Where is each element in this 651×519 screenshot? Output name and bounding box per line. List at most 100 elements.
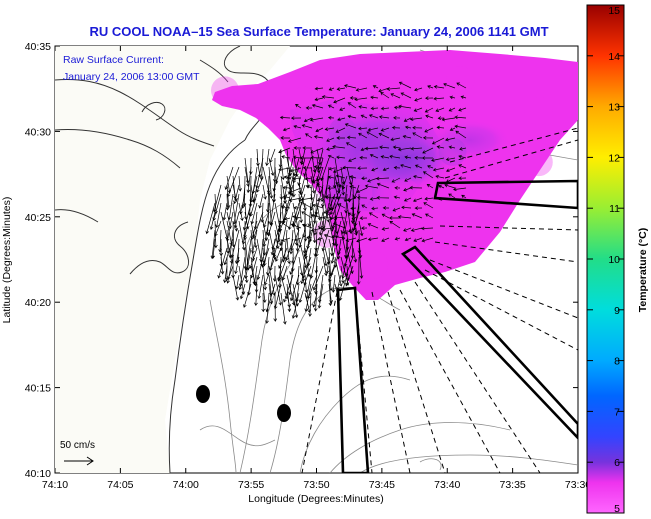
current-vector xyxy=(378,87,390,93)
current-vector xyxy=(205,202,216,235)
current-vector xyxy=(413,174,423,179)
current-vector xyxy=(335,127,346,133)
current-vector xyxy=(249,193,258,217)
current-vector xyxy=(308,292,312,317)
current-vector xyxy=(309,117,324,122)
current-vector xyxy=(424,213,434,219)
current-vector xyxy=(227,265,234,280)
colorbar-tick-label: 9 xyxy=(614,305,620,317)
current-vector xyxy=(388,216,400,220)
current-vector xyxy=(378,115,390,119)
colorbar-tick-label: 12 xyxy=(608,152,620,164)
sst-value-mark xyxy=(328,117,357,146)
current-vector xyxy=(278,247,288,269)
current-vector xyxy=(328,265,336,283)
current-vector xyxy=(239,283,246,300)
current-vector xyxy=(290,116,302,120)
current-vector xyxy=(371,206,379,211)
current-vector xyxy=(232,274,240,301)
current-vector xyxy=(414,155,423,160)
current-vector xyxy=(281,193,288,209)
current-vector xyxy=(313,220,318,236)
current-vector xyxy=(413,237,423,242)
current-vector xyxy=(251,229,258,254)
current-vector xyxy=(421,226,434,231)
current-vector xyxy=(380,106,390,111)
current-vector xyxy=(431,157,445,162)
current-vector xyxy=(317,283,324,309)
current-vector xyxy=(262,265,268,291)
current-vector xyxy=(280,157,285,181)
current-vector xyxy=(459,147,467,151)
current-vector xyxy=(285,238,294,261)
current-vector xyxy=(413,107,423,112)
current-vector xyxy=(211,238,216,259)
current-vector xyxy=(381,227,390,231)
current-vector xyxy=(404,125,412,130)
current-vector xyxy=(320,157,330,182)
current-vector xyxy=(356,187,368,194)
current-vector xyxy=(311,166,318,184)
current-vector xyxy=(346,135,357,140)
current-vector xyxy=(461,194,467,199)
current-vector xyxy=(369,197,379,201)
x-axis: 74:10 74:05 74:00 73:55 73:50 73:45 73:40 73:35… xyxy=(42,46,591,491)
current-vector xyxy=(242,283,252,308)
current-vector xyxy=(334,184,340,200)
current-vector xyxy=(271,220,282,251)
current-vector xyxy=(322,238,331,265)
current-vector xyxy=(359,155,368,160)
current-vector xyxy=(394,236,401,241)
current-vector xyxy=(232,193,240,225)
current-vector xyxy=(262,211,270,228)
current-vector xyxy=(441,117,456,122)
current-vector xyxy=(281,265,288,281)
current-vector xyxy=(345,265,354,287)
current-vector xyxy=(256,175,264,193)
y-tick-label: 40:10 xyxy=(25,468,51,480)
scale-arrow xyxy=(64,456,94,466)
current-vector xyxy=(227,193,234,221)
current-vector xyxy=(341,175,348,190)
current-vector xyxy=(234,247,240,265)
current-vector xyxy=(352,220,358,236)
current-vector xyxy=(330,193,342,221)
current-vector xyxy=(412,197,423,203)
current-vector xyxy=(435,107,445,112)
current-vector xyxy=(292,292,299,319)
current-vector xyxy=(298,229,306,249)
current-vector xyxy=(261,292,266,313)
current-vector xyxy=(376,182,390,189)
current-vector xyxy=(339,107,346,111)
current-vector xyxy=(426,184,434,189)
current-vector xyxy=(314,86,324,91)
current-vector xyxy=(412,125,423,130)
current-vector xyxy=(345,142,357,149)
current-vector xyxy=(371,167,379,172)
current-vector xyxy=(358,247,364,279)
current-vector xyxy=(367,223,379,229)
current-vector xyxy=(329,184,342,216)
current-vector xyxy=(448,145,456,150)
current-vector xyxy=(414,164,423,169)
current-vector xyxy=(421,156,433,160)
current-vector xyxy=(291,292,300,319)
current-vector xyxy=(310,148,317,173)
sst-value-mark xyxy=(360,250,389,279)
current-vector xyxy=(244,265,249,284)
current-vector xyxy=(404,237,412,242)
current-vector xyxy=(347,114,357,119)
current-vector xyxy=(277,256,288,281)
current-vector xyxy=(286,238,291,265)
current-vector xyxy=(358,220,364,237)
current-vector xyxy=(322,215,335,220)
current-vector xyxy=(328,166,335,171)
sst-value-mark xyxy=(446,66,475,95)
current-vector xyxy=(314,97,324,102)
current-vector xyxy=(381,237,390,242)
current-vector xyxy=(403,117,412,122)
current-vector xyxy=(327,115,335,120)
current-vector xyxy=(243,211,252,239)
current-vector xyxy=(322,247,328,267)
land-area xyxy=(55,46,290,473)
